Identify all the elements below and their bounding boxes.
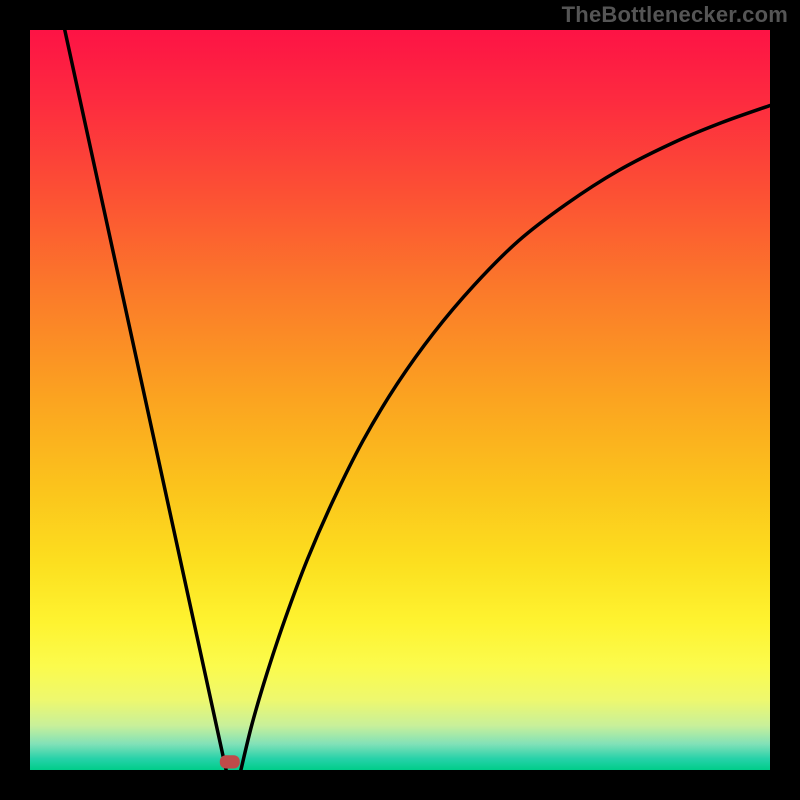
curves-layer	[30, 30, 770, 770]
min-marker	[220, 755, 240, 768]
plot-area	[30, 30, 770, 770]
left-line	[65, 30, 226, 770]
watermark-text: TheBottlenecker.com	[562, 2, 788, 28]
chart-container: TheBottlenecker.com	[0, 0, 800, 800]
right-curve	[241, 105, 770, 770]
